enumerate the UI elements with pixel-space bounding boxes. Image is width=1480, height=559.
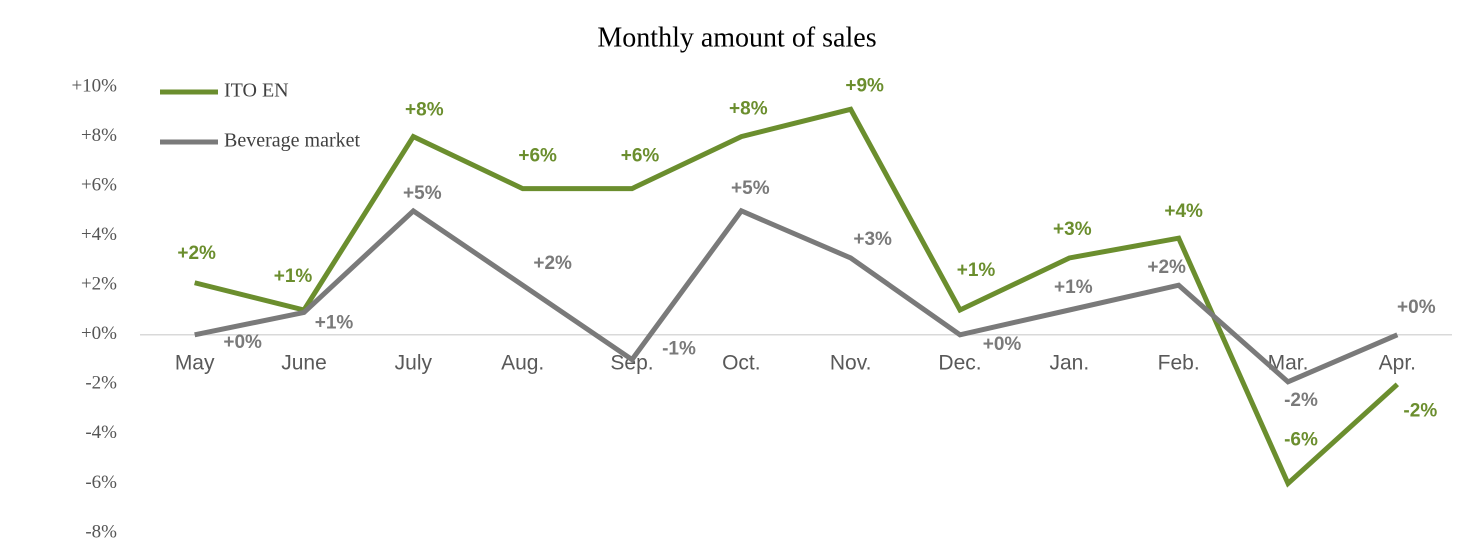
data-label: +0%	[1397, 297, 1436, 318]
y-tick-label: -2%	[85, 373, 117, 394]
data-label: +6%	[621, 146, 660, 167]
series-line	[194, 207, 1399, 385]
data-label: +1%	[315, 312, 354, 333]
y-tick-label: +0%	[81, 323, 117, 344]
y-tick-label: +8%	[81, 125, 117, 146]
data-label: -1%	[662, 339, 696, 360]
legend-label: ITO EN	[224, 80, 289, 102]
data-label: +2%	[533, 253, 572, 274]
data-label: +1%	[957, 260, 996, 281]
data-label: +2%	[1147, 257, 1186, 278]
y-tick-label: -8%	[85, 521, 117, 542]
x-tick-label: Jan.	[1049, 351, 1089, 374]
data-label: +3%	[1053, 219, 1092, 240]
data-label: +5%	[403, 183, 442, 204]
data-label: +9%	[845, 75, 884, 96]
y-tick-label: +6%	[81, 174, 117, 195]
x-tick-label: Dec.	[938, 351, 981, 374]
data-label: +4%	[1164, 201, 1203, 222]
y-tick-label: -4%	[85, 422, 117, 443]
x-tick-label: Nov.	[830, 351, 872, 374]
data-label: +2%	[177, 243, 216, 264]
series-line	[194, 106, 1400, 488]
y-tick-label: +10%	[71, 75, 117, 96]
x-tick-label: Aug.	[501, 351, 544, 374]
data-label: -2%	[1403, 400, 1437, 421]
data-label: +0%	[223, 332, 262, 353]
y-tick-label: +4%	[81, 224, 117, 245]
data-label: -2%	[1284, 390, 1318, 411]
data-label: +8%	[405, 100, 444, 121]
x-tick-label: Feb.	[1158, 351, 1200, 374]
data-label: +6%	[518, 146, 557, 167]
legend-label: Beverage market	[224, 130, 360, 152]
data-label: +1%	[1054, 277, 1093, 298]
data-label: +5%	[731, 178, 770, 199]
x-tick-label: June	[281, 351, 327, 374]
x-tick-label: Apr.	[1379, 351, 1416, 374]
x-tick-label: Mar.	[1268, 351, 1309, 374]
x-tick-label: May	[175, 351, 215, 374]
x-tick-label: July	[395, 351, 433, 374]
data-label: -6%	[1284, 429, 1318, 450]
data-label: +1%	[274, 266, 313, 287]
data-label: +0%	[983, 334, 1022, 355]
y-tick-label: +2%	[81, 274, 117, 295]
data-label: +3%	[853, 229, 892, 250]
x-tick-label: Oct.	[722, 351, 761, 374]
x-tick-label: Sep.	[610, 351, 653, 374]
data-label: +8%	[729, 99, 768, 120]
y-tick-label: -6%	[85, 472, 117, 493]
chart-title: Monthly amount of sales	[597, 22, 876, 53]
